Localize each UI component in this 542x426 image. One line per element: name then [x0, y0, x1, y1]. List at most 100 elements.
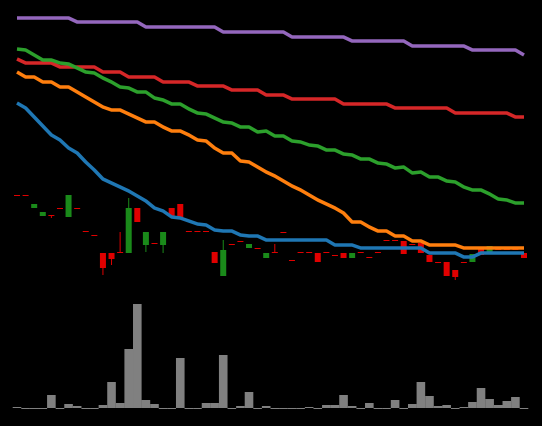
volume-bar — [115, 403, 125, 408]
volume-bar — [29, 408, 39, 409]
volume-bar — [339, 395, 348, 408]
volume-bar — [330, 405, 340, 408]
candle-body — [82, 231, 89, 232]
candle-body — [237, 241, 244, 242]
volume-bar — [244, 392, 254, 408]
volume-bar — [107, 382, 116, 408]
volume-bar — [390, 400, 400, 408]
candle-body — [246, 244, 253, 248]
volume-bar — [210, 403, 219, 408]
candle-body — [452, 270, 459, 277]
volume-bar — [55, 408, 65, 409]
candle-body — [349, 253, 356, 258]
volume-bar — [493, 405, 503, 408]
candle-body — [220, 250, 227, 276]
volume-bar — [365, 403, 374, 408]
volume-bar — [407, 404, 417, 408]
candle-body — [228, 244, 235, 245]
candle-body — [185, 231, 192, 232]
moving-average-line — [16, 101, 524, 259]
volume-bar — [253, 408, 262, 409]
volume-bar — [64, 404, 73, 408]
volume-bar — [459, 407, 469, 408]
volume-bar — [21, 408, 30, 409]
candle-body — [31, 204, 38, 208]
volume-bar — [90, 408, 99, 409]
candle-body — [91, 235, 98, 236]
candle-body — [99, 253, 106, 268]
candle-body — [142, 232, 149, 245]
volume-bar — [322, 405, 331, 408]
volume-bar — [356, 408, 366, 409]
candle-body — [460, 262, 467, 263]
volume-bar — [433, 406, 443, 408]
volume-bar — [476, 388, 486, 408]
volume-bar — [201, 403, 211, 408]
moving-average-line — [16, 57, 524, 119]
volume-bar — [158, 408, 168, 409]
candle-body — [74, 208, 81, 209]
volume-bar — [236, 406, 245, 408]
volume-bar — [468, 402, 477, 408]
candle-body — [288, 260, 295, 261]
candle-body — [263, 253, 270, 258]
volume-bar — [124, 349, 134, 408]
candle-body — [357, 252, 364, 253]
candle-body — [521, 253, 527, 258]
candle-body — [409, 244, 416, 245]
volume-bar — [184, 408, 194, 409]
candle-body — [48, 215, 55, 216]
volume-bar — [382, 408, 391, 409]
candle-body — [22, 195, 29, 196]
candle-body — [392, 240, 399, 241]
volume-bar — [72, 406, 82, 408]
candle-body — [177, 204, 184, 218]
volume-bar — [141, 400, 151, 408]
volume-bar — [261, 406, 271, 408]
volume-bar — [227, 408, 237, 409]
volume-bar — [270, 408, 280, 409]
candle-body — [314, 253, 321, 262]
volume-bar — [304, 407, 314, 408]
volume-bar — [416, 382, 426, 408]
volume-bar — [193, 408, 202, 409]
candle-body — [203, 231, 210, 232]
volume-bar — [425, 396, 434, 408]
volume-bar — [450, 408, 460, 409]
volume-bar — [502, 401, 512, 408]
volume-bar — [218, 355, 228, 408]
volume-bar — [313, 408, 323, 409]
candle-body — [134, 208, 141, 222]
volume-bar — [296, 408, 305, 409]
volume-bar — [519, 408, 529, 409]
candle-body — [65, 195, 72, 217]
candle-body — [56, 208, 63, 209]
candle-body — [280, 232, 287, 233]
candle-body — [383, 240, 390, 241]
volume-bar — [167, 408, 176, 409]
candle-body — [160, 232, 167, 245]
candle-body — [108, 253, 115, 259]
candle-body — [194, 231, 201, 232]
volume-bar — [511, 397, 520, 408]
moving-average-line — [17, 16, 525, 57]
volume-bar — [98, 405, 108, 408]
volume-bar — [399, 408, 408, 409]
volume-bar — [47, 395, 56, 408]
candle-body — [323, 252, 330, 253]
volume-bar — [12, 407, 22, 408]
volume-bar — [485, 399, 494, 408]
volume-bar — [133, 304, 142, 408]
candle-body — [151, 243, 158, 244]
candle-body — [117, 252, 124, 253]
candle-body — [14, 195, 20, 196]
volume-bar — [81, 408, 91, 409]
candle-body — [306, 252, 313, 253]
volume-bar — [373, 408, 383, 409]
volume-bar — [287, 408, 297, 409]
candle-body — [211, 252, 218, 263]
volume-bar — [175, 358, 185, 408]
candle-body — [125, 208, 132, 253]
volume-bar — [279, 408, 288, 409]
